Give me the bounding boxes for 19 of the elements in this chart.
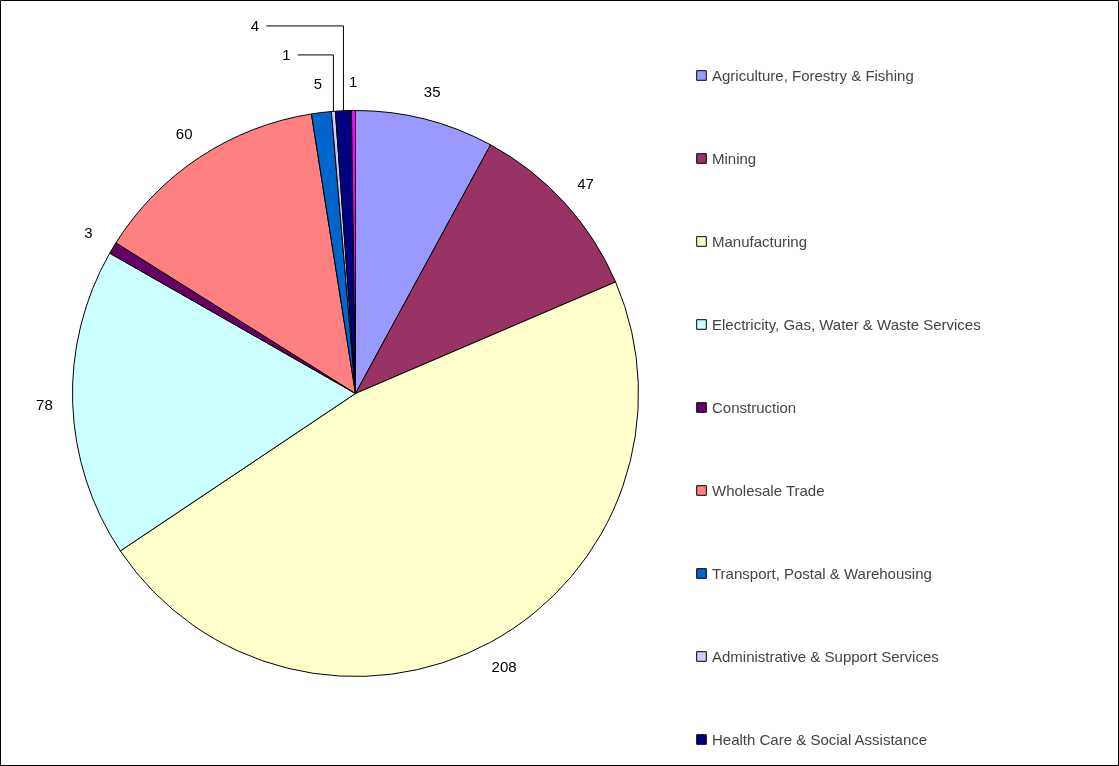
data-label: 4 xyxy=(250,16,260,34)
data-label: 35 xyxy=(423,82,441,100)
data-label: 3 xyxy=(84,224,93,242)
data-label: 208 xyxy=(491,658,517,676)
legend-label: Health Care & Social Assistance xyxy=(712,729,928,749)
data-label: 60 xyxy=(175,124,193,142)
data-label: 78 xyxy=(36,395,53,413)
legend-label: Mining xyxy=(712,148,757,168)
data-label: 1 xyxy=(282,45,291,63)
data-label: 47 xyxy=(577,174,594,192)
legend-label: Agriculture, Forestry & Fishing xyxy=(712,65,914,85)
legend-label: Administrative & Support Services xyxy=(712,646,939,666)
legend-label: Manufacturing xyxy=(712,231,808,251)
legend-label: Construction xyxy=(712,397,797,417)
legend-label: Electricity, Gas, Water & Waste Services xyxy=(712,314,981,334)
data-label: 5 xyxy=(313,75,323,93)
data-label: 1 xyxy=(349,73,358,91)
legend-label: Transport, Postal & Warehousing xyxy=(712,563,932,583)
legend-label: Wholesale Trade xyxy=(712,480,825,500)
